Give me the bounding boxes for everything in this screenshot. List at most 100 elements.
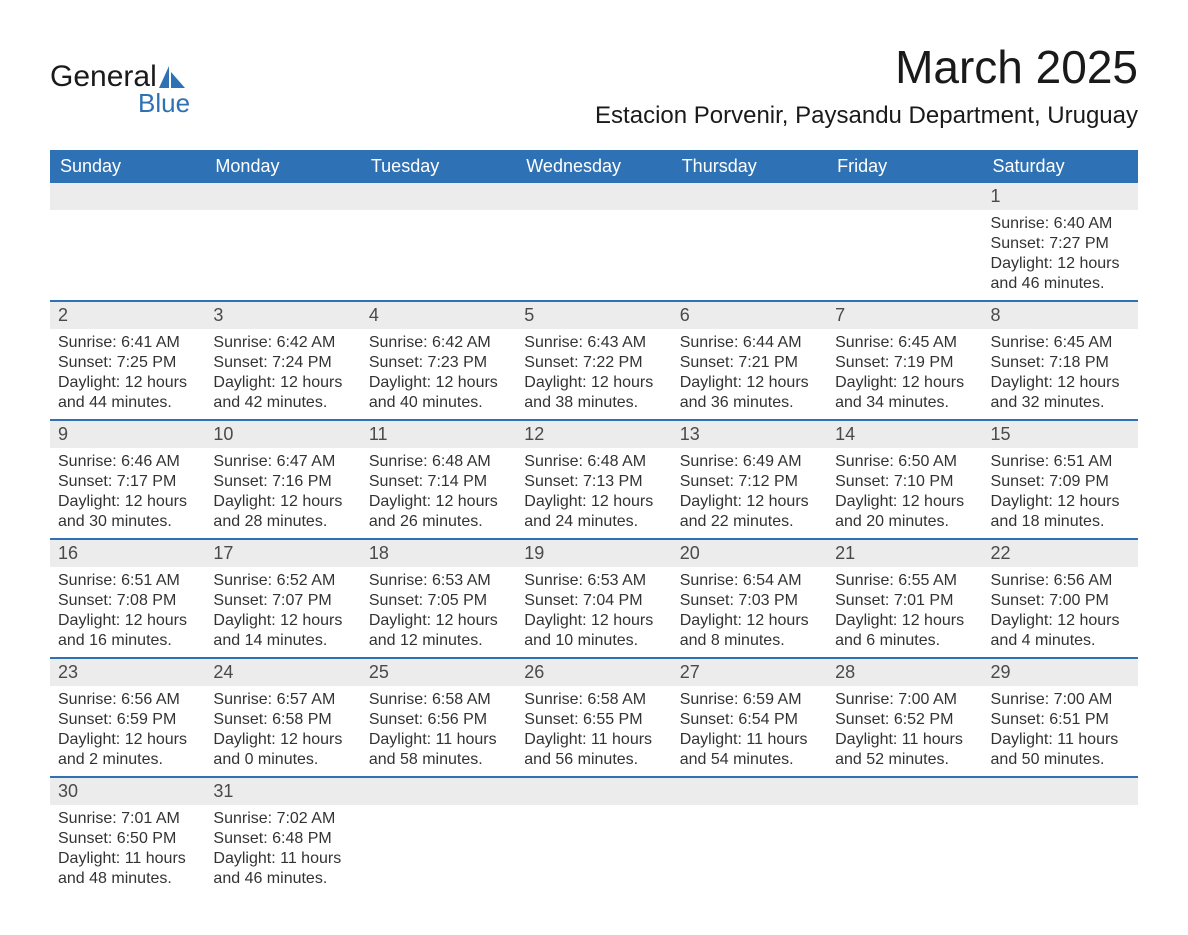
sunset-text: Sunset: 7:10 PM xyxy=(835,472,974,492)
day-content: Sunrise: 7:00 AMSunset: 6:52 PMDaylight:… xyxy=(827,686,982,776)
sunset-text: Sunset: 6:51 PM xyxy=(991,710,1130,730)
sunrise-text: Sunrise: 6:54 AM xyxy=(680,571,819,591)
day-content: Sunrise: 6:45 AMSunset: 7:18 PMDaylight:… xyxy=(983,329,1138,419)
calendar-day-cell xyxy=(516,777,671,895)
day-number: 28 xyxy=(827,659,982,686)
calendar-day-cell xyxy=(827,183,982,301)
day-content: Sunrise: 6:51 AMSunset: 7:08 PMDaylight:… xyxy=(50,567,205,657)
day-number: 17 xyxy=(205,540,360,567)
day-number: 12 xyxy=(516,421,671,448)
sunset-text: Sunset: 7:17 PM xyxy=(58,472,197,492)
sunset-text: Sunset: 7:22 PM xyxy=(524,353,663,373)
sunrise-text: Sunrise: 6:46 AM xyxy=(58,452,197,472)
calendar-day-cell: 26Sunrise: 6:58 AMSunset: 6:55 PMDayligh… xyxy=(516,658,671,777)
day-content: Sunrise: 6:53 AMSunset: 7:04 PMDaylight:… xyxy=(516,567,671,657)
calendar-day-cell xyxy=(50,183,205,301)
calendar-week-row: 1Sunrise: 6:40 AMSunset: 7:27 PMDaylight… xyxy=(50,183,1138,301)
daylight-text: Daylight: 12 hours and 26 minutes. xyxy=(369,492,508,532)
day-content: Sunrise: 6:41 AMSunset: 7:25 PMDaylight:… xyxy=(50,329,205,419)
sunrise-text: Sunrise: 7:00 AM xyxy=(835,690,974,710)
daylight-text: Daylight: 12 hours and 16 minutes. xyxy=(58,611,197,651)
day-content xyxy=(672,805,827,815)
day-number: 13 xyxy=(672,421,827,448)
logo: General Blue xyxy=(50,40,190,119)
day-content: Sunrise: 6:49 AMSunset: 7:12 PMDaylight:… xyxy=(672,448,827,538)
day-content: Sunrise: 6:59 AMSunset: 6:54 PMDaylight:… xyxy=(672,686,827,776)
daylight-text: Daylight: 12 hours and 20 minutes. xyxy=(835,492,974,532)
sunset-text: Sunset: 6:55 PM xyxy=(524,710,663,730)
sunrise-text: Sunrise: 6:44 AM xyxy=(680,333,819,353)
day-content: Sunrise: 6:47 AMSunset: 7:16 PMDaylight:… xyxy=(205,448,360,538)
day-content xyxy=(361,805,516,815)
day-content xyxy=(205,210,360,220)
calendar-day-cell: 20Sunrise: 6:54 AMSunset: 7:03 PMDayligh… xyxy=(672,539,827,658)
calendar-day-cell: 4Sunrise: 6:42 AMSunset: 7:23 PMDaylight… xyxy=(361,301,516,420)
sunset-text: Sunset: 6:50 PM xyxy=(58,829,197,849)
calendar-day-cell: 16Sunrise: 6:51 AMSunset: 7:08 PMDayligh… xyxy=(50,539,205,658)
daylight-text: Daylight: 12 hours and 34 minutes. xyxy=(835,373,974,413)
sunset-text: Sunset: 7:07 PM xyxy=(213,591,352,611)
day-content xyxy=(516,210,671,220)
sunset-text: Sunset: 6:59 PM xyxy=(58,710,197,730)
calendar-day-cell xyxy=(672,183,827,301)
daylight-text: Daylight: 12 hours and 28 minutes. xyxy=(213,492,352,532)
calendar-week-row: 9Sunrise: 6:46 AMSunset: 7:17 PMDaylight… xyxy=(50,420,1138,539)
sunrise-text: Sunrise: 6:56 AM xyxy=(991,571,1130,591)
calendar-day-cell: 25Sunrise: 6:58 AMSunset: 6:56 PMDayligh… xyxy=(361,658,516,777)
calendar-day-cell: 30Sunrise: 7:01 AMSunset: 6:50 PMDayligh… xyxy=(50,777,205,895)
weekday-header: Friday xyxy=(827,150,982,183)
day-number: 16 xyxy=(50,540,205,567)
calendar-day-cell: 29Sunrise: 7:00 AMSunset: 6:51 PMDayligh… xyxy=(983,658,1138,777)
sunset-text: Sunset: 6:52 PM xyxy=(835,710,974,730)
weekday-header: Tuesday xyxy=(361,150,516,183)
day-content: Sunrise: 6:48 AMSunset: 7:13 PMDaylight:… xyxy=(516,448,671,538)
day-content: Sunrise: 6:40 AMSunset: 7:27 PMDaylight:… xyxy=(983,210,1138,300)
sunrise-text: Sunrise: 6:53 AM xyxy=(524,571,663,591)
sunset-text: Sunset: 7:25 PM xyxy=(58,353,197,373)
sunset-text: Sunset: 7:12 PM xyxy=(680,472,819,492)
daylight-text: Daylight: 12 hours and 6 minutes. xyxy=(835,611,974,651)
sunrise-text: Sunrise: 6:52 AM xyxy=(213,571,352,591)
calendar-day-cell xyxy=(361,777,516,895)
day-number: 6 xyxy=(672,302,827,329)
calendar-day-cell xyxy=(983,777,1138,895)
day-content: Sunrise: 6:54 AMSunset: 7:03 PMDaylight:… xyxy=(672,567,827,657)
daylight-text: Daylight: 12 hours and 22 minutes. xyxy=(680,492,819,532)
day-number: 10 xyxy=(205,421,360,448)
sunrise-text: Sunrise: 6:42 AM xyxy=(369,333,508,353)
daylight-text: Daylight: 12 hours and 0 minutes. xyxy=(213,730,352,770)
day-number: 25 xyxy=(361,659,516,686)
day-number xyxy=(516,183,671,210)
day-content: Sunrise: 6:53 AMSunset: 7:05 PMDaylight:… xyxy=(361,567,516,657)
day-number: 1 xyxy=(983,183,1138,210)
daylight-text: Daylight: 12 hours and 18 minutes. xyxy=(991,492,1130,532)
sunrise-text: Sunrise: 6:58 AM xyxy=(524,690,663,710)
day-number: 8 xyxy=(983,302,1138,329)
daylight-text: Daylight: 11 hours and 56 minutes. xyxy=(524,730,663,770)
daylight-text: Daylight: 12 hours and 38 minutes. xyxy=(524,373,663,413)
sunset-text: Sunset: 7:21 PM xyxy=(680,353,819,373)
calendar-day-cell: 10Sunrise: 6:47 AMSunset: 7:16 PMDayligh… xyxy=(205,420,360,539)
day-number xyxy=(672,778,827,805)
day-content xyxy=(827,805,982,815)
calendar-day-cell: 7Sunrise: 6:45 AMSunset: 7:19 PMDaylight… xyxy=(827,301,982,420)
calendar-day-cell: 19Sunrise: 6:53 AMSunset: 7:04 PMDayligh… xyxy=(516,539,671,658)
sunrise-text: Sunrise: 6:53 AM xyxy=(369,571,508,591)
day-number xyxy=(361,183,516,210)
calendar-day-cell: 31Sunrise: 7:02 AMSunset: 6:48 PMDayligh… xyxy=(205,777,360,895)
day-content xyxy=(516,805,671,815)
calendar-week-row: 2Sunrise: 6:41 AMSunset: 7:25 PMDaylight… xyxy=(50,301,1138,420)
sunset-text: Sunset: 7:24 PM xyxy=(213,353,352,373)
sunrise-text: Sunrise: 6:45 AM xyxy=(835,333,974,353)
calendar-week-row: 30Sunrise: 7:01 AMSunset: 6:50 PMDayligh… xyxy=(50,777,1138,895)
calendar-day-cell: 8Sunrise: 6:45 AMSunset: 7:18 PMDaylight… xyxy=(983,301,1138,420)
sunrise-text: Sunrise: 6:51 AM xyxy=(991,452,1130,472)
calendar-day-cell: 27Sunrise: 6:59 AMSunset: 6:54 PMDayligh… xyxy=(672,658,827,777)
day-content: Sunrise: 7:00 AMSunset: 6:51 PMDaylight:… xyxy=(983,686,1138,776)
daylight-text: Daylight: 12 hours and 10 minutes. xyxy=(524,611,663,651)
calendar-day-cell xyxy=(205,183,360,301)
day-number xyxy=(827,778,982,805)
day-number xyxy=(361,778,516,805)
daylight-text: Daylight: 12 hours and 40 minutes. xyxy=(369,373,508,413)
calendar-day-cell: 1Sunrise: 6:40 AMSunset: 7:27 PMDaylight… xyxy=(983,183,1138,301)
